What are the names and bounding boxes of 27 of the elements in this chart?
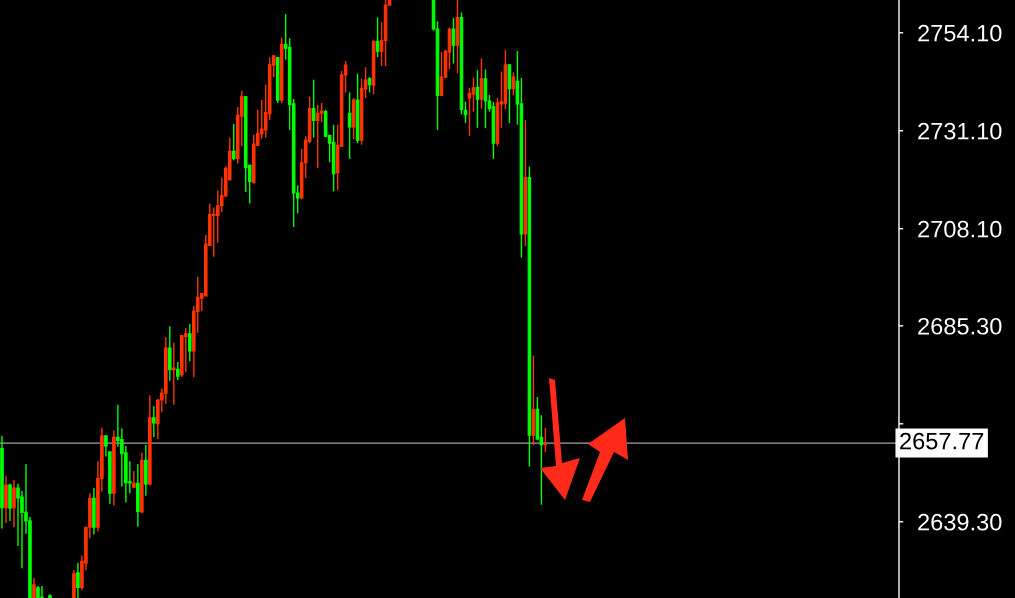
candlestick xyxy=(187,323,192,362)
candlestick xyxy=(183,327,188,373)
candlestick xyxy=(132,470,136,489)
y-tick-label: 2731.10 xyxy=(918,122,1002,140)
y-tick-label: 2754.10 xyxy=(918,24,1002,42)
candlestick xyxy=(543,427,548,453)
candlestick xyxy=(40,585,44,598)
candlestick xyxy=(4,475,8,524)
candlestick xyxy=(32,577,36,598)
candlestick xyxy=(172,342,176,406)
candlestick xyxy=(12,479,16,528)
y-tick-label: 2708.10 xyxy=(918,220,1002,238)
candlestick xyxy=(8,483,12,522)
candlestick xyxy=(168,325,172,382)
ref-line-label: 2657.77 xyxy=(900,432,984,450)
candlestick xyxy=(311,78,316,139)
y-tick-label: 2639.30 xyxy=(918,513,1002,531)
candlestick xyxy=(211,206,216,258)
candlestick xyxy=(315,104,320,169)
candlestick xyxy=(152,405,156,438)
candlestick xyxy=(319,102,324,123)
candlestick xyxy=(467,87,472,137)
candlestick xyxy=(471,76,476,113)
candlestick xyxy=(76,561,80,598)
candlestick xyxy=(231,123,236,161)
candlestick xyxy=(144,444,148,497)
y-tick-label: 2685.30 xyxy=(918,317,1002,335)
